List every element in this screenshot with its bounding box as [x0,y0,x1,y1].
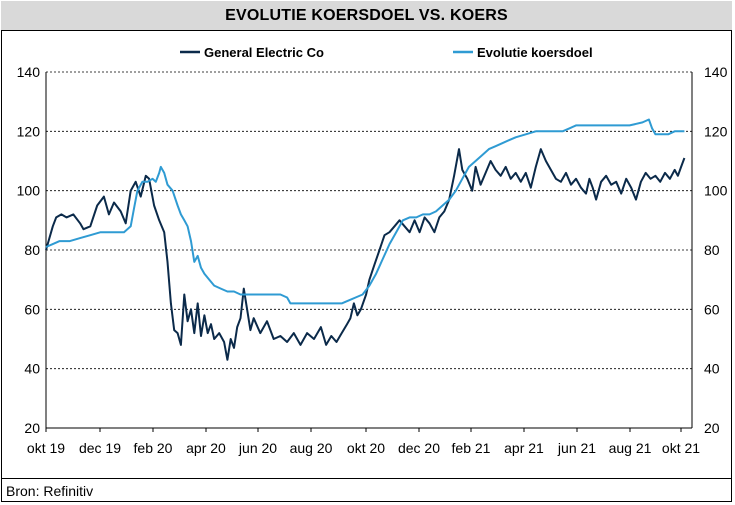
x-tick-label: feb 20 [134,440,173,456]
x-tick-label: dec 19 [79,440,121,456]
x-tick-label: okt 20 [347,440,385,456]
source-bar: Bron: Refinitiv [1,478,732,502]
x-tick-label: aug 20 [290,440,333,456]
x-tick-label: dec 20 [398,440,440,456]
series-line-general-electric [45,148,686,361]
y-tick-label-left: 60 [24,301,40,317]
y-tick-label-left: 40 [24,361,40,377]
chart-title: EVOLUTIE KOERSDOEL VS. KOERS [225,6,508,24]
x-tick-label: okt 19 [27,440,65,456]
y-tick-label-right: 40 [704,361,720,377]
series-line-koersdoel [45,118,685,305]
title-bar: EVOLUTIE KOERSDOEL VS. KOERS [1,1,732,31]
y-tick-label-right: 120 [704,123,728,139]
x-tick-label: apr 20 [186,440,226,456]
y-tick-label-right: 80 [704,242,720,258]
source-label: Bron: Refinitiv [6,482,94,499]
x-tick-label: apr 21 [504,440,544,456]
y-tick-label-right: 20 [704,420,720,436]
x-tick-label: okt 21 [662,440,700,456]
y-tick-label-right: 60 [704,301,720,317]
legend-label: General Electric Co [204,45,324,60]
x-tick-label: jun 20 [238,440,277,456]
x-tick-label: jun 21 [557,440,596,456]
y-tick-label-right: 100 [704,183,728,199]
y-tick-label-left: 100 [17,183,41,199]
legend-label: Evolutie koersdoel [477,45,593,60]
x-tick-label: aug 21 [609,440,652,456]
y-tick-label-left: 20 [24,420,40,436]
x-tick-label: feb 21 [452,440,491,456]
y-tick-label-left: 120 [17,123,41,139]
y-tick-label-right: 140 [704,64,728,80]
y-tick-label-left: 140 [17,64,41,80]
y-tick-label-left: 80 [24,242,40,258]
